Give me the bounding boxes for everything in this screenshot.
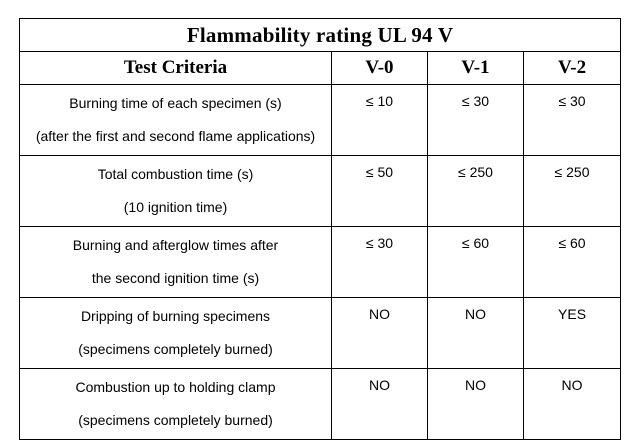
criteria-line: Total combustion time (s) (97, 166, 254, 182)
table-row: Burning time of each specimen (s) (after… (19, 84, 622, 156)
criteria-cell: Burning time of each specimen (s) (after… (19, 84, 332, 156)
criteria-line: the second ignition time (s) (91, 270, 260, 286)
value-v0: ≤ 30 (331, 226, 428, 298)
criteria-cell: Burning and afterglow times after the se… (19, 226, 332, 298)
criteria-line: Burning time of each specimen (s) (69, 95, 282, 111)
value-v2: YES (522, 297, 622, 369)
table-title: Flammability rating UL 94 V (18, 18, 622, 52)
table-row: Total combustion time (s) (10 ignition t… (19, 155, 622, 227)
value-v0: NO (331, 297, 428, 369)
header-v0: V-0 (331, 51, 428, 85)
value-v2: ≤ 250 (522, 155, 622, 227)
criteria-cell: Total combustion time (s) (10 ignition t… (19, 155, 332, 227)
flammability-table: Flammability rating UL 94 V Test Criteri… (18, 18, 622, 440)
value-v1: ≤ 60 (427, 226, 524, 298)
title-row: Flammability rating UL 94 V (18, 18, 622, 52)
header-v2: V-2 (522, 51, 622, 85)
criteria-cell: Combustion up to holding clamp (specimen… (19, 368, 332, 440)
value-v1: NO (427, 368, 524, 440)
criteria-line: (specimens completely burned) (78, 412, 273, 428)
value-v1: ≤ 30 (427, 84, 524, 156)
value-v0: ≤ 50 (331, 155, 428, 227)
value-v2: NO (522, 368, 622, 440)
criteria-line: (after the first and second flame applic… (35, 128, 316, 144)
header-v1: V-1 (427, 51, 524, 85)
value-v1: ≤ 250 (427, 155, 524, 227)
table-row: Combustion up to holding clamp (specimen… (19, 368, 622, 440)
criteria-cell: Dripping of burning specimens (specimens… (19, 297, 332, 369)
header-test-criteria: Test Criteria (19, 51, 332, 85)
table-row: Burning and afterglow times after the se… (19, 226, 622, 298)
criteria-line: (10 ignition time) (123, 199, 228, 215)
criteria-line: Dripping of burning specimens (80, 308, 271, 324)
value-v2: ≤ 30 (522, 84, 622, 156)
criteria-line: (specimens completely burned) (78, 341, 273, 357)
value-v0: NO (331, 368, 428, 440)
value-v1: NO (427, 297, 524, 369)
criteria-line: Burning and afterglow times after (72, 237, 279, 253)
header-row: Test Criteria V-0 V-1 V-2 (19, 51, 622, 85)
criteria-line: Combustion up to holding clamp (75, 379, 276, 395)
value-v2: ≤ 60 (522, 226, 622, 298)
table-row: Dripping of burning specimens (specimens… (19, 297, 622, 369)
value-v0: ≤ 10 (331, 84, 428, 156)
